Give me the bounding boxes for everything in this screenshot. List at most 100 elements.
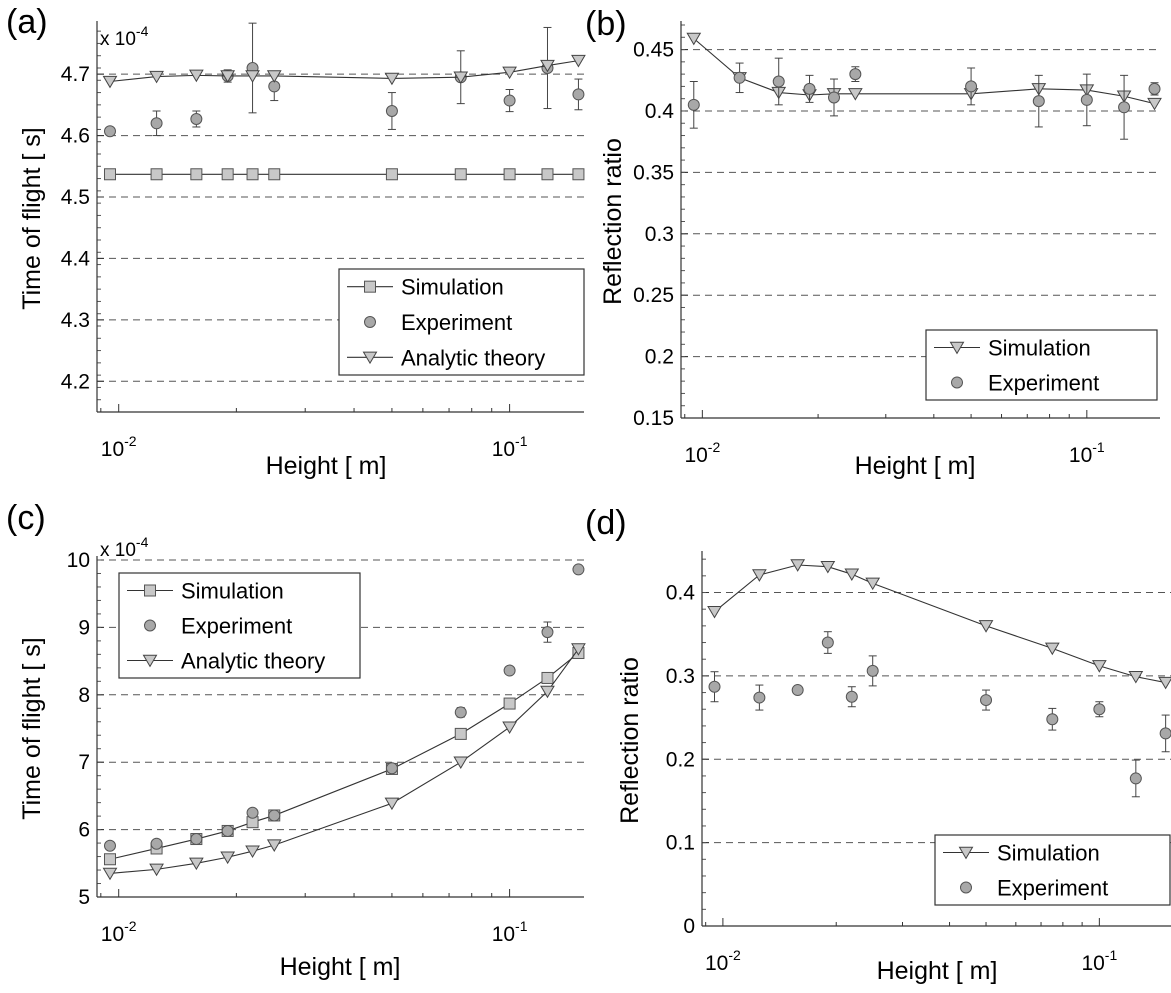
- x-axis-label: Height [ m]: [855, 452, 976, 480]
- panel-label: (a): [6, 3, 48, 41]
- data-point: [1032, 95, 1045, 108]
- y-tick-label: 4.7: [61, 63, 90, 86]
- data-point: [150, 837, 163, 850]
- legend-box: [934, 834, 1171, 906]
- data-point: [453, 71, 469, 85]
- panel-label: (b): [585, 5, 627, 43]
- data-point: [384, 797, 400, 811]
- legend-label: Analytic theory: [401, 345, 545, 370]
- y-tick-label: 0.15: [633, 407, 674, 430]
- y-tick-label: 0.4: [666, 582, 696, 605]
- data-point: [150, 168, 163, 181]
- panel-label: (c): [6, 499, 46, 537]
- data-point: [385, 105, 398, 117]
- data-point: [220, 851, 236, 865]
- data-point: [707, 605, 722, 619]
- data-point: [266, 70, 282, 83]
- data-point: [384, 72, 400, 86]
- chart-panel: (d) 0 0.1 0.2 0.3 0.4 10-2 10-1 Height [ m] Refle…: [585, 504, 1171, 985]
- data-point: [541, 671, 554, 684]
- data-point: [845, 690, 858, 703]
- legend-marker: [958, 846, 974, 860]
- data-point: [572, 168, 585, 181]
- data-point: [190, 112, 203, 125]
- data-point: [753, 691, 766, 704]
- data-point: [102, 867, 118, 881]
- y-tick-label: 0.2: [666, 748, 695, 771]
- y-tick-label: 4.3: [61, 309, 90, 332]
- legend: Simulation Experiment Analytic theory: [338, 268, 585, 376]
- data-point: [503, 664, 516, 677]
- legend-label: Analytic theory: [181, 649, 325, 674]
- legend-label: Simulation: [401, 275, 504, 300]
- y-tick-label: 0.4: [645, 100, 675, 123]
- data-point: [453, 756, 469, 770]
- data-point: [1158, 676, 1171, 690]
- data-point: [188, 857, 204, 871]
- data-point: [245, 70, 260, 83]
- data-point: [246, 806, 259, 819]
- y-tick-label: 0.45: [633, 39, 674, 62]
- data-point: [865, 577, 881, 591]
- data-point: [266, 839, 282, 852]
- legend-marker: [364, 280, 376, 293]
- legend-marker: [960, 881, 972, 894]
- y-exponent-label: x 10-4: [100, 23, 149, 50]
- data-point: [103, 125, 116, 138]
- y-axis-label: Reflection ratio: [599, 138, 627, 305]
- x-tick-label: 10-2: [705, 947, 741, 975]
- y-tick-label: 0.3: [645, 223, 674, 246]
- data-point: [245, 845, 260, 859]
- y-tick-label: 6: [78, 819, 90, 842]
- x-tick-label: 10-1: [492, 433, 528, 461]
- series-analytic-theory: [102, 54, 586, 89]
- data-point: [246, 168, 259, 181]
- data-point: [1128, 671, 1144, 684]
- data-point: [571, 643, 586, 656]
- data-point: [503, 168, 516, 181]
- y-tick-label: 0.25: [633, 284, 674, 307]
- data-point: [1093, 703, 1106, 716]
- data-point: [791, 684, 804, 697]
- data-point: [572, 563, 585, 576]
- data-point: [385, 762, 398, 775]
- data-point: [571, 54, 586, 68]
- legend-marker: [144, 584, 156, 597]
- series-simulation: [707, 559, 1171, 690]
- chart-panel: (c) 5 6 7 8 9 10 10-2 10-1 x 10-4 Height [ m] Time …: [6, 499, 586, 981]
- x-axis-label: Height [ m]: [280, 953, 401, 981]
- legend-marker: [949, 341, 965, 355]
- legend-marker: [362, 351, 378, 365]
- legend-label: Experiment: [997, 876, 1108, 901]
- data-point: [708, 680, 721, 693]
- data-point: [572, 88, 585, 101]
- x-tick-label: 10-1: [492, 918, 528, 946]
- series-experiment: [103, 563, 585, 852]
- data-point: [847, 88, 863, 101]
- legend-marker: [144, 619, 156, 632]
- data-point: [268, 809, 281, 822]
- x-axis-label: Height [ m]: [266, 452, 387, 480]
- data-point: [149, 70, 164, 84]
- x-tick-label: 10-1: [1081, 947, 1117, 975]
- y-tick-label: 8: [78, 684, 90, 707]
- data-point: [1148, 82, 1161, 95]
- y-axis-label: Time of flight [ s]: [18, 637, 46, 819]
- data-point: [502, 721, 517, 734]
- data-point: [454, 168, 467, 181]
- data-point: [188, 69, 204, 83]
- data-point: [221, 824, 234, 837]
- legend: Simulation Experiment Analytic theory: [118, 572, 361, 679]
- x-tick-label: 10-2: [101, 918, 137, 946]
- series-experiment: [103, 22, 585, 138]
- x-tick-label: 10-2: [101, 433, 137, 461]
- y-tick-label: 0.35: [633, 161, 674, 184]
- data-point: [1159, 727, 1171, 740]
- data-point: [385, 168, 398, 181]
- y-tick-label: 0.2: [645, 346, 674, 369]
- data-point: [103, 839, 116, 852]
- data-point: [149, 863, 164, 877]
- data-point: [454, 706, 467, 719]
- y-axis-label: Time of flight [ s]: [18, 127, 46, 309]
